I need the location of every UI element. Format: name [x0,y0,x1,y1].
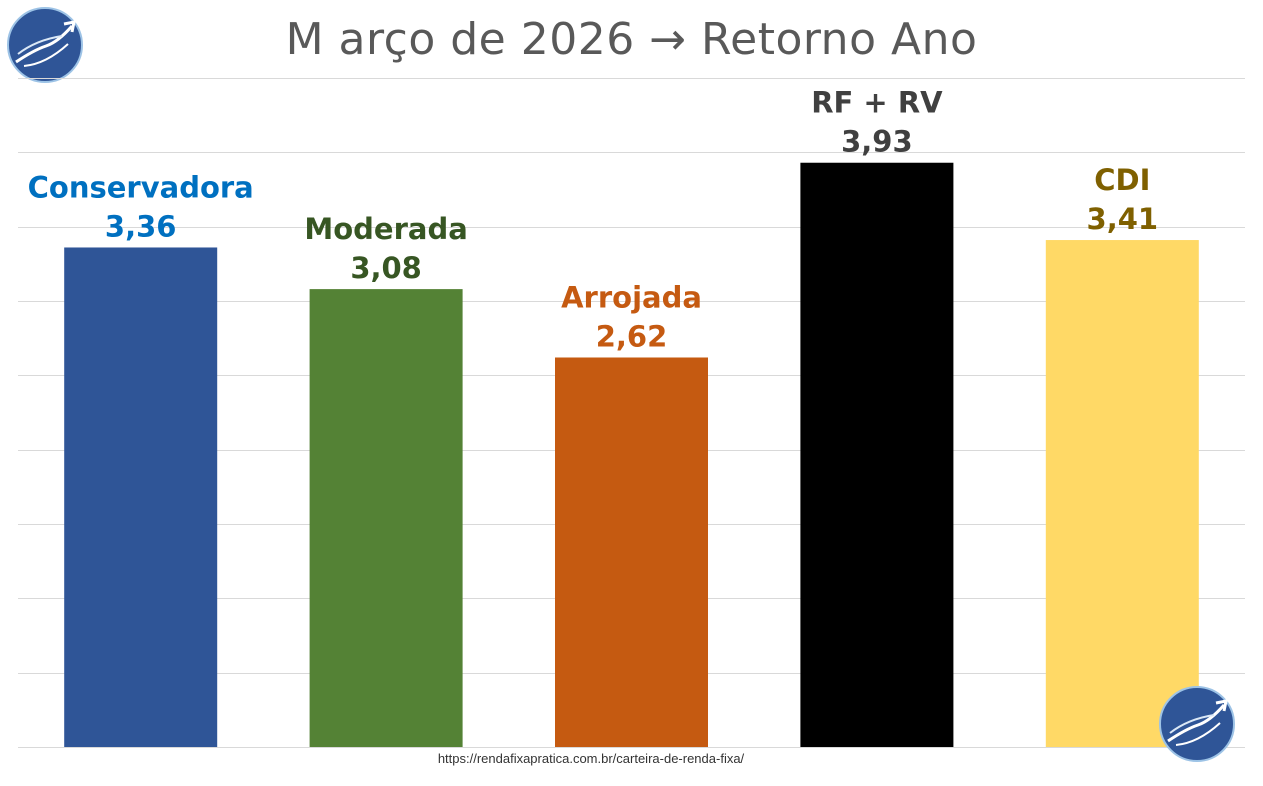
category-label: RF + RV [811,86,943,120]
bar [800,162,954,748]
bar [1045,240,1199,747]
chart-title: M arço de 2026 → Retorno Ano [285,14,978,65]
data-label: 3,36 [105,209,177,243]
bar [555,357,708,747]
data-label: 3,93 [841,125,913,159]
category-label: CDI [1094,163,1150,197]
data-label: 3,41 [1087,202,1159,236]
bar [309,289,463,747]
data-label: 3,08 [350,251,422,285]
bar [64,247,218,748]
category-label: Arrojada [561,280,702,314]
source-url: https://rendafixapratica.com.br/carteira… [437,751,745,766]
rising-arrow-logo-icon [1158,685,1236,768]
category-label: Conservadora [28,170,254,204]
category-label: Moderada [304,212,467,246]
data-label: 2,62 [596,319,668,353]
rising-arrow-logo-icon [6,6,84,89]
